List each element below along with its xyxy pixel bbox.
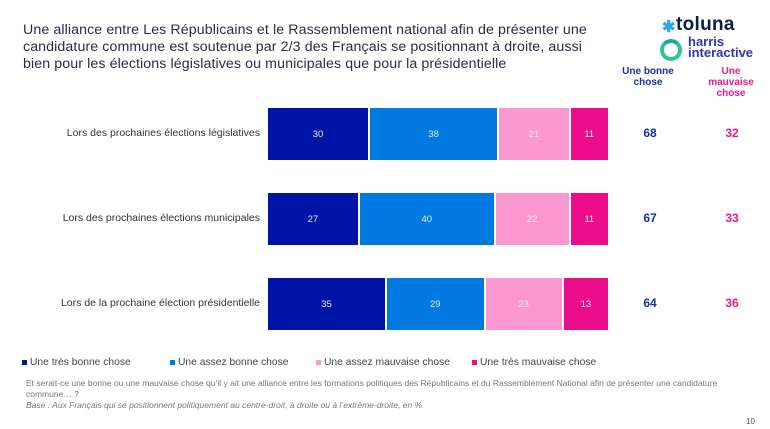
toluna-harris-logo: ✱ toluna harris interactive — [660, 14, 762, 62]
total-negative: 32 — [725, 126, 739, 140]
data-label: 35 — [321, 298, 332, 310]
logo-sub: harris interactive — [688, 34, 754, 60]
footnote-question: Et serait-ce une bonne ou une mauvaise c… — [26, 378, 718, 399]
total-positive: 68 — [643, 126, 657, 140]
footnote: Et serait-ce une bonne ou une mauvaise c… — [26, 378, 726, 411]
data-label: 38 — [428, 128, 439, 140]
data-label: 30 — [312, 128, 324, 140]
toluna-star-icon: ✱ — [662, 19, 676, 36]
data-label: 11 — [584, 128, 595, 140]
legend-label: Une très mauvaise chose — [480, 357, 597, 368]
data-label: 27 — [307, 213, 319, 225]
footnote-base: Base : Aux Français qui se positionnent … — [26, 400, 423, 410]
page-number: 10 — [746, 417, 755, 426]
total-positive: 67 — [643, 211, 657, 225]
legend-swatch — [472, 360, 477, 365]
seg-assez-bonne: 38 — [370, 108, 500, 160]
seg-tres-mauvaise: 13 — [563, 278, 608, 330]
legend-label: Une assez mauvaise chose — [324, 357, 450, 368]
legend-label: Une très bonne chose — [30, 357, 131, 368]
seg-tres-bonne: 35 — [268, 278, 387, 330]
category-label: Lors de la prochaine élection présidenti… — [60, 297, 260, 309]
column-header-positive: Une bonne chose — [622, 66, 674, 88]
logo-brand: toluna — [676, 14, 735, 35]
data-label: 11 — [584, 213, 595, 225]
data-label: 29 — [430, 298, 441, 310]
legend-item: Une très bonne chose — [22, 357, 131, 368]
category-label: Lors des prochaines élections législativ… — [66, 127, 260, 139]
legend-label: Une assez bonne chose — [178, 357, 289, 368]
logo-sub-line1: harris — [688, 34, 725, 49]
total-positive: 64 — [643, 296, 657, 310]
data-label: 21 — [528, 128, 540, 140]
seg-assez-mauvaise: 22 — [495, 193, 571, 245]
seg-assez-bonne: 29 — [387, 278, 486, 330]
seg-tres-bonne: 27 — [268, 193, 360, 245]
chart-title: Une alliance entre Les Républicains et l… — [23, 22, 587, 72]
total-negative: 33 — [725, 211, 739, 225]
seg-assez-mauvaise: 23 — [485, 278, 564, 330]
seg-tres-bonne: 30 — [268, 108, 370, 160]
legend-swatch — [22, 360, 27, 365]
data-label: 22 — [526, 213, 538, 225]
data-label: 23 — [518, 298, 529, 310]
data-label: 40 — [421, 213, 433, 225]
legend-swatch — [316, 360, 321, 365]
legend-item: Une très mauvaise chose — [472, 357, 596, 368]
harris-ring-icon — [660, 39, 682, 61]
column-header-negative: Une mauvaise chose — [708, 66, 754, 99]
seg-tres-mauvaise: 11 — [570, 108, 608, 160]
category-label: Lors des prochaines élections municipale… — [62, 212, 260, 224]
seg-assez-mauvaise: 21 — [499, 108, 571, 160]
legend-item: Une assez bonne chose — [170, 357, 288, 368]
logo-sub-line2: interactive — [688, 45, 754, 60]
total-negative: 36 — [725, 296, 739, 310]
legend-swatch — [170, 360, 175, 365]
data-label: 13 — [580, 298, 592, 310]
legend-item: Une assez mauvaise chose — [316, 357, 450, 368]
seg-assez-bonne: 40 — [359, 193, 496, 245]
seg-tres-mauvaise: 11 — [570, 193, 608, 245]
